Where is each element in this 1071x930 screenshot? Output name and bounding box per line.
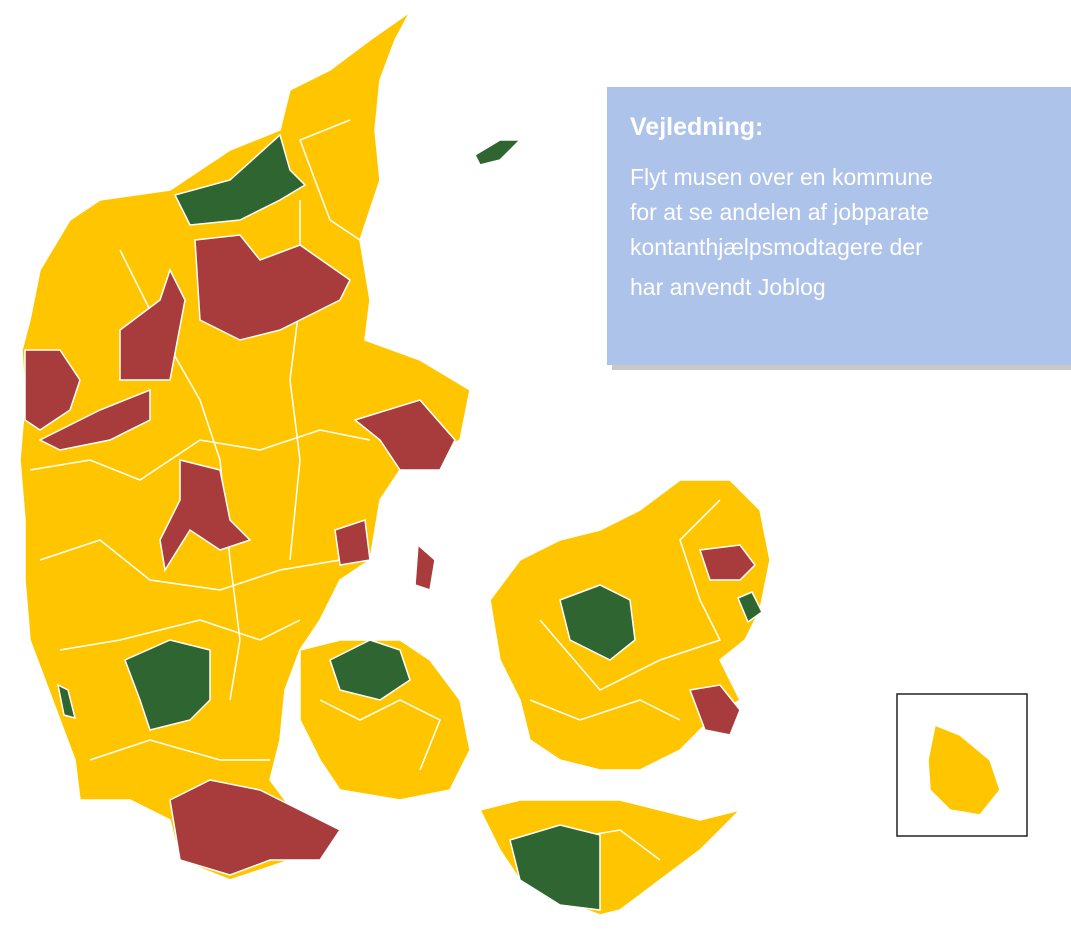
- municipality-green[interactable]: [737, 591, 763, 624]
- municipality-red[interactable]: [698, 544, 756, 581]
- municipality-red[interactable]: [119, 268, 186, 381]
- municipality-red[interactable]: [194, 234, 351, 341]
- info-title: Vejledning:: [630, 113, 763, 141]
- municipality-red[interactable]: [24, 349, 81, 431]
- municipality-red[interactable]: [334, 518, 371, 566]
- municipality-red[interactable]: [414, 543, 436, 591]
- info-box: [607, 87, 1071, 365]
- municipality-red[interactable]: [38, 388, 151, 451]
- municipality-green[interactable]: [474, 139, 522, 166]
- info-line: Flyt musen over en kommune: [630, 164, 933, 190]
- municipality-green[interactable]: [124, 639, 211, 731]
- municipality-green[interactable]: [173, 133, 307, 226]
- info-line: har anvendt Joblog: [630, 274, 826, 300]
- info-line: for at se andelen af jobparate: [630, 199, 929, 225]
- municipality-green[interactable]: [509, 824, 601, 911]
- municipality-red[interactable]: [353, 399, 456, 471]
- municipality-green[interactable]: [559, 584, 636, 661]
- municipality-red[interactable]: [159, 459, 252, 573]
- region-bornholm[interactable]: [927, 723, 1001, 816]
- municipality-red[interactable]: [688, 684, 741, 736]
- municipal-borders: [29, 119, 722, 861]
- municipality-red[interactable]: [169, 779, 342, 876]
- municipality-green[interactable]: [329, 639, 411, 701]
- municipality-green[interactable]: [56, 683, 77, 720]
- info-line: kontanthjælpsmodtagere der: [630, 234, 923, 260]
